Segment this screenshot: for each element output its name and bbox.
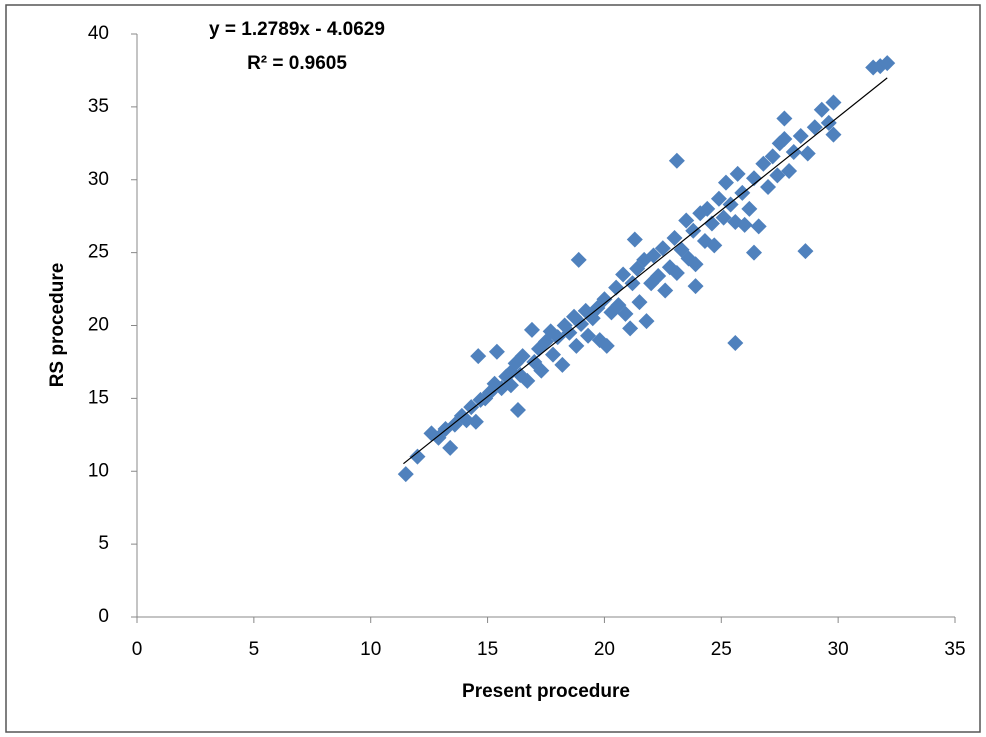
y-tick-label: 20 [88, 315, 109, 336]
point [715, 209, 732, 226]
point [736, 216, 753, 233]
point [470, 348, 487, 365]
point [813, 101, 830, 118]
point [397, 466, 414, 483]
x-tick-label: 25 [711, 639, 732, 660]
y-tick-label: 30 [88, 169, 109, 190]
point [879, 55, 896, 72]
point [638, 313, 655, 330]
x-tick-label: 35 [944, 639, 965, 660]
point [409, 448, 426, 465]
point [617, 305, 634, 322]
point [488, 343, 505, 360]
point [781, 163, 798, 180]
point [442, 439, 459, 456]
point [703, 215, 720, 232]
x-tick-label: 10 [360, 639, 381, 660]
point [717, 174, 734, 191]
point [467, 413, 484, 430]
point [624, 275, 641, 292]
point [580, 327, 597, 344]
point [799, 145, 816, 162]
point [710, 190, 727, 207]
point [657, 282, 674, 299]
point [776, 130, 793, 147]
point [631, 294, 648, 311]
point [509, 402, 526, 419]
point [687, 278, 704, 295]
r-squared: R² = 0.9605 [247, 53, 347, 74]
point [797, 243, 814, 260]
x-tick-label: 0 [132, 639, 143, 660]
point [622, 320, 639, 337]
y-tick-label: 40 [88, 23, 109, 44]
point [678, 212, 695, 229]
point [746, 170, 763, 187]
y-axis-title: RS procedure [47, 263, 68, 388]
point [514, 348, 531, 365]
point [598, 337, 615, 354]
point [806, 119, 823, 136]
point [668, 265, 685, 282]
x-tick-label: 20 [594, 639, 615, 660]
y-tick-label: 10 [88, 460, 109, 481]
point [687, 256, 704, 273]
y-tick-label: 5 [98, 533, 109, 554]
point [463, 399, 480, 416]
point [746, 244, 763, 261]
trendline [403, 77, 888, 465]
point [615, 266, 632, 283]
point [545, 346, 562, 363]
chart-frame [5, 4, 981, 733]
point [554, 356, 571, 373]
point [666, 230, 683, 247]
point [596, 291, 613, 308]
point [533, 362, 550, 379]
point [729, 165, 746, 182]
point [825, 94, 842, 111]
point [519, 372, 536, 389]
x-tick-label: 15 [477, 639, 498, 660]
point [755, 155, 772, 172]
y-tick-label: 15 [88, 387, 109, 408]
point [769, 167, 786, 184]
y-tick-label: 35 [88, 96, 109, 117]
x-tick-label: 5 [249, 639, 260, 660]
x-tick-label: 30 [828, 639, 849, 660]
point [668, 152, 685, 169]
point [750, 218, 767, 235]
y-tick-label: 25 [88, 242, 109, 263]
point [741, 200, 758, 217]
point [776, 110, 793, 127]
point [706, 237, 723, 254]
point [872, 58, 889, 75]
point [760, 179, 777, 196]
y-tick-label: 0 [98, 606, 109, 627]
point [764, 148, 781, 165]
point [645, 247, 662, 264]
point [654, 240, 671, 257]
point [650, 267, 667, 284]
point [570, 251, 587, 268]
point [685, 222, 702, 239]
point [626, 231, 643, 248]
point [727, 334, 744, 351]
equation: y = 1.2789x - 4.0629 [209, 19, 385, 40]
point [573, 316, 590, 333]
point [722, 196, 739, 213]
point [699, 200, 716, 217]
point [568, 337, 585, 354]
point [549, 329, 566, 346]
point [792, 128, 809, 145]
point [523, 321, 540, 338]
point [825, 126, 842, 143]
x-axis-title: Present procedure [462, 681, 630, 702]
